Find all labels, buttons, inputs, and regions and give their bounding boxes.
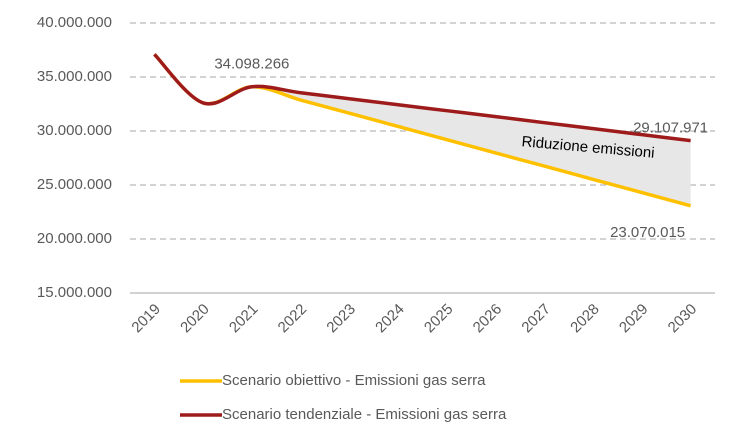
legend-label: Scenario obiettivo - Emissioni gas serra bbox=[222, 372, 486, 389]
x-tick-label: 2024 bbox=[372, 301, 408, 337]
x-tick-label: 2021 bbox=[226, 301, 262, 337]
series-line bbox=[153, 53, 691, 143]
y-tick-label: 15.000.000 bbox=[37, 284, 112, 301]
data-label: 34.098.266 bbox=[214, 56, 289, 73]
x-tick-label: 2026 bbox=[470, 301, 506, 337]
y-tick-label: 30.000.000 bbox=[37, 122, 112, 139]
x-tick-label: 2020 bbox=[177, 301, 213, 337]
x-tick-label: 2025 bbox=[421, 301, 457, 337]
x-tick-label: 2029 bbox=[616, 301, 652, 337]
data-label: 23.070.015 bbox=[610, 224, 685, 241]
y-tick-label: 25.000.000 bbox=[37, 176, 112, 193]
y-tick-label: 35.000.000 bbox=[37, 68, 112, 85]
x-tick-label: 2023 bbox=[323, 301, 359, 337]
y-tick-label: 20.000.000 bbox=[37, 230, 112, 247]
x-tick-label: 2030 bbox=[665, 301, 701, 337]
y-tick-label: 40.000.000 bbox=[37, 14, 112, 31]
x-tick-label: 2027 bbox=[518, 301, 554, 337]
legend-label: Scenario tendenziale - Emissioni gas ser… bbox=[222, 406, 507, 423]
x-tick-label: 2019 bbox=[128, 301, 164, 337]
data-label: 29.107.971 bbox=[633, 120, 708, 137]
x-tick-label: 2028 bbox=[567, 301, 603, 337]
x-tick-label: 2022 bbox=[275, 301, 311, 337]
